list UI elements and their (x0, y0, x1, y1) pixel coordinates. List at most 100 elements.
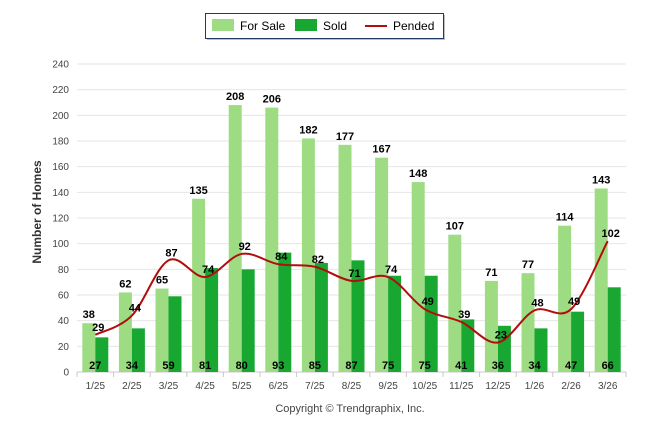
data-label-sold: 85 (309, 360, 321, 372)
legend[interactable]: For Sale Sold Pended (205, 13, 446, 41)
data-label-sold: 80 (236, 360, 248, 372)
x-tick-label: 3/25 (159, 381, 179, 392)
bar-for-sale[interactable] (521, 273, 535, 372)
bar-for-sale[interactable] (228, 105, 242, 373)
bar-sold[interactable] (461, 319, 475, 372)
bar-for-sale[interactable] (118, 292, 132, 372)
data-label-sold: 36 (492, 360, 504, 372)
data-label-sold: 27 (89, 360, 101, 372)
bar-sold[interactable] (424, 275, 438, 372)
data-label-sold: 87 (345, 360, 357, 372)
legend-item-for-sale[interactable]: For Sale (212, 19, 286, 33)
data-label-for-sale: 65 (156, 275, 168, 287)
data-label-for-sale: 208 (226, 91, 244, 103)
data-label-for-sale: 177 (336, 131, 354, 143)
bar-for-sale[interactable] (448, 234, 462, 372)
data-label-for-sale: 148 (409, 168, 427, 180)
bar-sold[interactable] (241, 269, 255, 372)
data-label-for-sale: 135 (189, 185, 207, 197)
data-label-sold: 34 (528, 360, 541, 372)
y-tick-label: 180 (52, 137, 69, 148)
data-label-sold: 47 (565, 360, 577, 372)
y-tick-label: 140 (52, 188, 69, 199)
bar-sold[interactable] (571, 311, 585, 372)
bar-sold[interactable] (314, 262, 328, 372)
bar-sold[interactable] (168, 296, 182, 372)
bar-sold[interactable] (205, 268, 219, 372)
data-label-pended: 49 (568, 296, 580, 308)
bar-for-sale[interactable] (338, 144, 352, 372)
bar-sold[interactable] (351, 260, 365, 372)
x-tick-label: 12/25 (485, 381, 510, 392)
legend-label: For Sale (240, 19, 286, 33)
data-label-sold: 75 (382, 360, 394, 372)
y-tick-label: 60 (58, 291, 70, 302)
bar-for-sale[interactable] (594, 188, 608, 372)
data-label-for-sale: 143 (592, 174, 610, 186)
data-label-pended: 74 (385, 264, 398, 276)
bar-sold[interactable] (534, 328, 548, 372)
pended-line-group (94, 240, 609, 344)
bar-for-sale[interactable] (411, 182, 425, 372)
y-tick-label: 100 (52, 239, 69, 250)
x-tick-label: 9/25 (378, 381, 398, 392)
bars (82, 105, 621, 373)
data-label-for-sale: 77 (522, 259, 534, 271)
data-label-pended: 48 (531, 297, 543, 309)
y-tick-label: 120 (52, 214, 69, 225)
y-axis-title: Number of Homes (30, 160, 44, 264)
bar-for-sale[interactable] (558, 225, 572, 372)
data-label-sold: 93 (272, 360, 284, 372)
data-label-sold: 59 (162, 360, 174, 372)
data-label-pended: 23 (495, 329, 507, 341)
data-label-pended: 102 (602, 228, 620, 240)
x-tick-label: 6/25 (269, 381, 289, 392)
bar-for-sale[interactable] (82, 323, 96, 372)
data-label-pended: 87 (165, 247, 177, 259)
legend-item-pended[interactable]: Pended (365, 19, 434, 33)
y-tick-label: 220 (52, 85, 69, 96)
y-tick-label: 160 (52, 162, 69, 173)
bar-sold[interactable] (607, 287, 621, 372)
x-tick-label: 3/26 (598, 381, 618, 392)
data-label-for-sale: 71 (485, 267, 497, 279)
x-tick-label: 2/26 (561, 381, 581, 392)
x-tick-label: 10/25 (412, 381, 437, 392)
bar-for-sale[interactable] (265, 107, 279, 372)
legend-label: Sold (323, 19, 347, 33)
x-tick-label: 8/25 (342, 381, 362, 392)
y-tick-label: 20 (58, 342, 70, 353)
bar-for-sale[interactable] (192, 198, 206, 372)
bar-for-sale[interactable] (155, 288, 169, 372)
bar-for-sale[interactable] (484, 280, 498, 372)
copyright-text: Copyright © Trendgraphix, Inc. (275, 403, 424, 415)
bar-sold[interactable] (95, 337, 109, 372)
data-label-pended: 44 (129, 303, 142, 315)
data-label-sold: 34 (126, 360, 139, 372)
x-axis-ticks: 1/25 2/25 3/25 4/25 5/25 6/25 7/25 8/25 9/25 10/2… (76, 372, 627, 392)
y-tick-label: 0 (63, 368, 69, 379)
legend-label: Pended (393, 19, 434, 33)
data-label-pended: 71 (348, 268, 360, 280)
x-tick-label: 7/25 (305, 381, 325, 392)
data-label-pended: 74 (202, 264, 215, 276)
legend-swatch (212, 19, 234, 31)
pended-line[interactable] (94, 240, 609, 344)
legend-item-sold[interactable]: Sold (295, 19, 347, 33)
legend-box (205, 13, 444, 39)
x-tick-label: 1/25 (86, 381, 106, 392)
data-label-pended: 39 (458, 309, 470, 321)
data-label-pended: 49 (422, 296, 434, 308)
bar-sold[interactable] (388, 275, 402, 372)
bar-sold[interactable] (278, 252, 292, 372)
x-tick-label: 2/25 (122, 381, 142, 392)
data-label-sold: 75 (419, 360, 431, 372)
bar-for-sale[interactable] (301, 138, 315, 372)
y-tick-label: 80 (58, 265, 70, 276)
bar-sold[interactable] (131, 328, 145, 372)
data-label-pended: 82 (312, 254, 324, 266)
legend-swatch (295, 19, 317, 31)
data-label-for-sale: 206 (263, 94, 281, 106)
y-tick-label: 40 (58, 316, 70, 327)
bar-for-sale[interactable] (375, 157, 389, 372)
